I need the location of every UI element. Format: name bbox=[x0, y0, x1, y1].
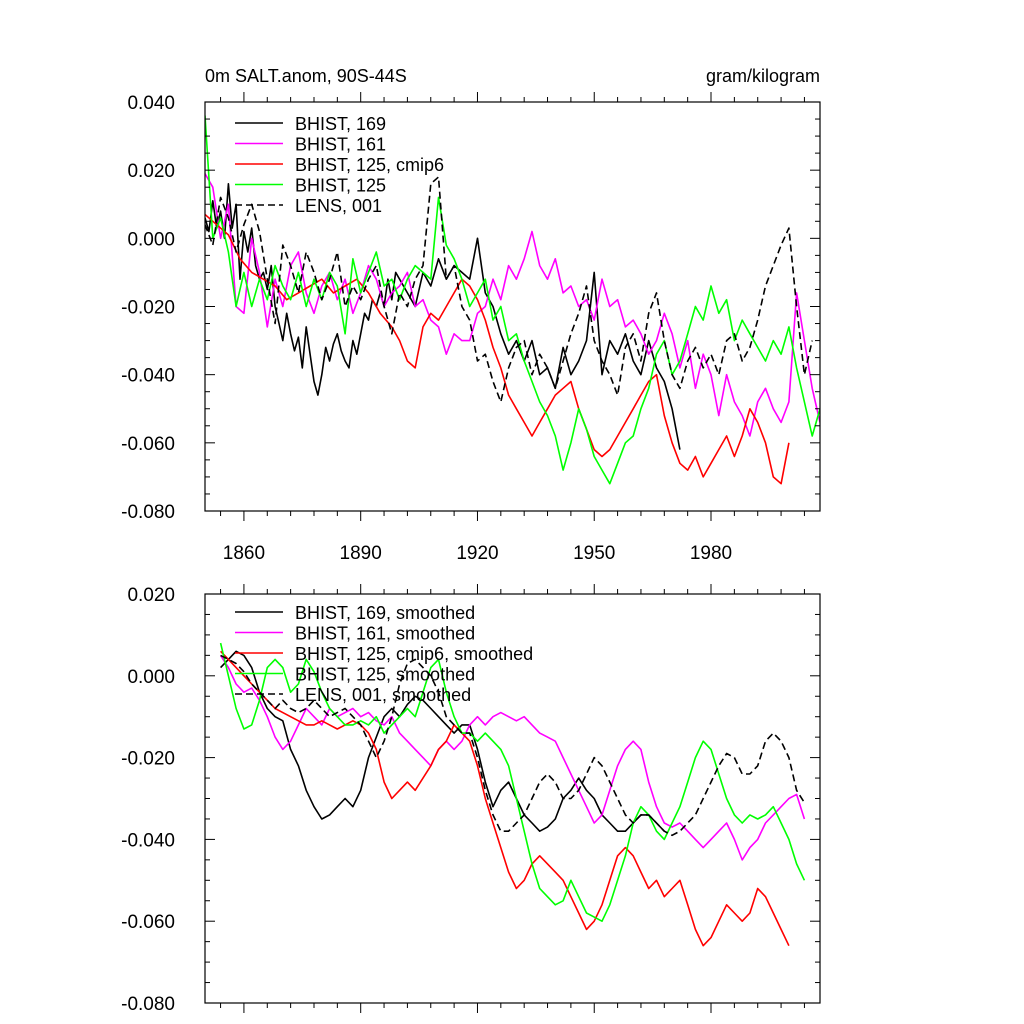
y-tick-label: -0.080 bbox=[121, 502, 175, 523]
legend-label: BHIST, 169, smoothed bbox=[295, 603, 475, 623]
chart-top: 0m SALT.anom, 90S-44S gram/kilogram 0.04… bbox=[121, 66, 821, 564]
y-tick-label: -0.020 bbox=[121, 749, 175, 770]
series-line-3 bbox=[205, 115, 820, 485]
series-line-4 bbox=[205, 176, 813, 403]
series-layer bbox=[219, 642, 806, 947]
y-tick-label: 0.000 bbox=[127, 667, 175, 688]
legend-label: BHIST, 125, cmip6, smoothed bbox=[295, 644, 533, 664]
chart-units: gram/kilogram bbox=[706, 66, 820, 86]
frame-layer: 0.020 0.000 -0.020 -0.040 -0.060 -0.080 bbox=[121, 584, 821, 1015]
series-line-1 bbox=[219, 654, 806, 861]
series-line-0 bbox=[220, 650, 665, 833]
series-line-1 bbox=[205, 173, 820, 437]
x-tick-label: 1890 bbox=[340, 543, 382, 564]
legend-label: BHIST, 125 bbox=[295, 176, 386, 196]
x-tick-label: 1860 bbox=[223, 543, 265, 564]
legend-label: BHIST, 125, cmip6 bbox=[295, 155, 444, 175]
y-tick-label: -0.040 bbox=[121, 830, 175, 851]
y-tick-label: -0.060 bbox=[121, 434, 175, 455]
chart-title: 0m SALT.anom, 90S-44S bbox=[205, 66, 407, 86]
legend-label: LENS, 001, smoothed bbox=[295, 685, 471, 705]
legend-label: BHIST, 161, smoothed bbox=[295, 624, 475, 644]
series-line-2 bbox=[220, 650, 790, 947]
legend-label: BHIST, 125, smoothed bbox=[295, 665, 475, 685]
y-tick-label: 0.000 bbox=[127, 229, 175, 250]
y-tick-label: 0.020 bbox=[127, 161, 175, 182]
y-tick-label: -0.040 bbox=[121, 366, 175, 387]
y-tick-label: 0.020 bbox=[127, 585, 175, 606]
x-tick-label: 1980 bbox=[690, 543, 732, 564]
x-tick-label: 1950 bbox=[573, 543, 615, 564]
legend-label: BHIST, 161 bbox=[295, 135, 386, 155]
y-tick-label: 0.040 bbox=[127, 93, 175, 114]
series-line-2 bbox=[205, 213, 790, 485]
x-tick-label: 1920 bbox=[456, 543, 498, 564]
y-tick-label: -0.080 bbox=[121, 994, 175, 1015]
legend-label: BHIST, 169 bbox=[295, 114, 386, 134]
series-line-3 bbox=[219, 642, 806, 923]
y-tick-label: -0.020 bbox=[121, 298, 175, 319]
frame-layer: 0.040 0.020 0.000 -0.020 -0.040 -0.060 -0.080 1… bbox=[121, 92, 821, 564]
series-line-4 bbox=[220, 654, 806, 837]
series-layer bbox=[205, 115, 820, 485]
chart-bottom: 0.020 0.000 -0.020 -0.040 -0.060 -0.080 BHIST… bbox=[121, 584, 821, 1015]
y-tick-label: -0.060 bbox=[121, 912, 175, 933]
legend-label: LENS, 001 bbox=[295, 196, 382, 216]
